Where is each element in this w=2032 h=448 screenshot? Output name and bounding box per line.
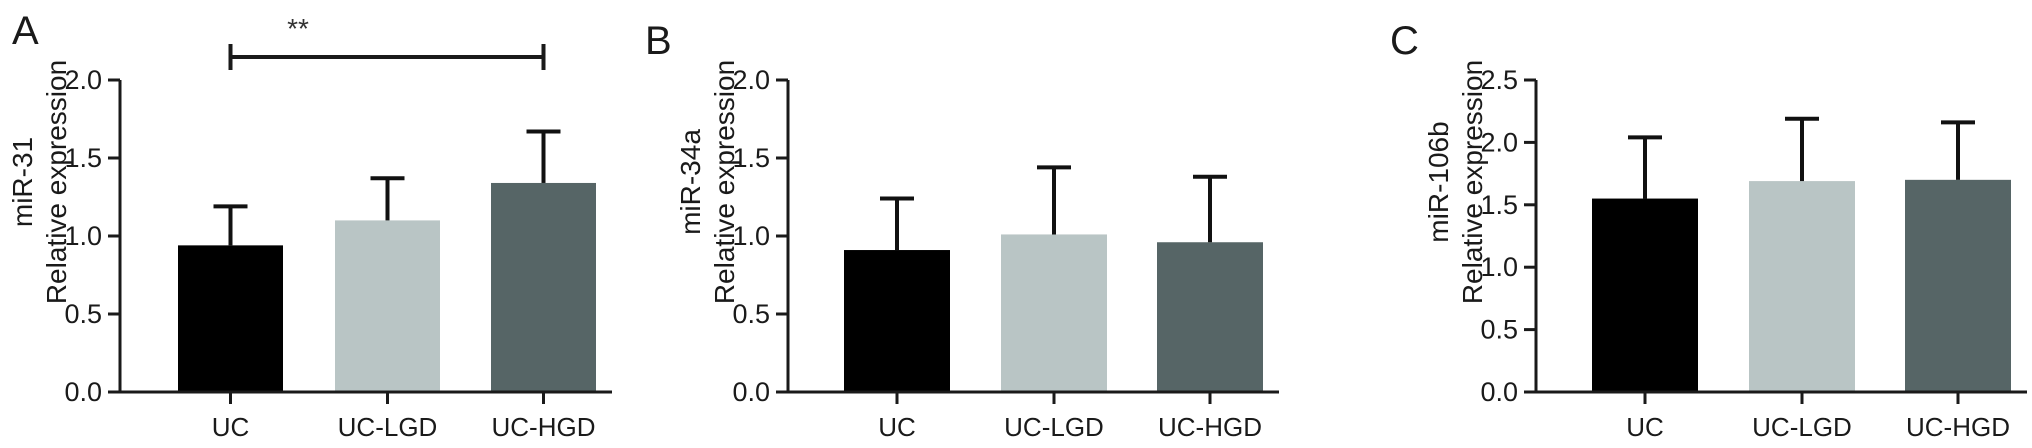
x-tick-label: UC-LGD	[1004, 412, 1104, 442]
bar-uc-lgd	[1749, 181, 1855, 392]
bar-uc-hgd	[1905, 179, 2011, 392]
axes-group: 0.0 0.5 1.0 1.5 2.0 UC UC-LGD UC-HGD	[732, 65, 1279, 442]
bar-uc	[178, 245, 283, 392]
x-tick-label: UC	[212, 412, 250, 442]
x-tick-label: UC-HGD	[492, 412, 596, 442]
chart-panel-a: A miR-31 Relative expression ** 0.0 0.5 1.…	[7, 9, 612, 442]
y-tick-label: 2.0	[732, 65, 770, 95]
y-tick-label: 1.0	[64, 221, 102, 251]
bars-group	[1592, 179, 2011, 392]
bar-uc	[1592, 198, 1698, 392]
panel-label: B	[645, 19, 672, 63]
bar-uc-lgd	[335, 220, 440, 392]
y-tick-label: 2.0	[1480, 127, 1518, 157]
y-tick-label: 1.0	[1480, 252, 1518, 282]
x-tick-label: UC-HGD	[1158, 412, 1262, 442]
y-tick-label: 2.5	[1480, 65, 1518, 95]
y-tick-label: 0.5	[1480, 315, 1518, 345]
y-tick-label: 0.5	[64, 299, 102, 329]
x-tick-label: UC-LGD	[1752, 412, 1852, 442]
y-tick-label: 1.0	[732, 221, 770, 251]
error-bars-group	[880, 165, 1227, 251]
y-tick-label: 0.0	[64, 377, 102, 407]
x-tick-label: UC-LGD	[338, 412, 438, 442]
bars-group	[178, 182, 596, 392]
y-tick-label: 1.5	[1480, 190, 1518, 220]
y-tick-label: 1.5	[64, 143, 102, 173]
bar-uc-hgd	[1157, 242, 1263, 392]
significance-group	[228, 44, 546, 70]
panel-label: C	[1390, 19, 1419, 63]
x-tick-label: UC	[878, 412, 916, 442]
axes-group: 0.0 0.5 1.0 1.5 2.0 UC UC-LGD UC-HGD	[64, 65, 612, 442]
y-axis-label-line1: miR-106b	[1423, 121, 1454, 242]
bars-group	[844, 234, 1263, 392]
y-tick-label: 0.0	[732, 377, 770, 407]
bar-uc-lgd	[1001, 234, 1107, 392]
chart-panel-c: C miR-106b Relative expression 0.0 0.5 1.0…	[1390, 19, 2027, 442]
y-tick-label: 1.5	[732, 143, 770, 173]
error-bars-group	[213, 129, 561, 246]
y-axis-label-line2: Relative expression	[41, 60, 72, 304]
y-axis-label-line2: Relative expression	[709, 60, 740, 304]
y-tick-label: 0.5	[732, 299, 770, 329]
y-axis-label-line2: Relative expression	[1457, 60, 1488, 304]
y-axis-label-line1: miR-34a	[675, 129, 706, 235]
bar-uc-hgd	[491, 182, 596, 392]
significance-label: **	[287, 13, 309, 44]
y-tick-label: 2.0	[64, 65, 102, 95]
y-axis-label-line1: miR-31	[7, 137, 38, 227]
bar-uc	[844, 250, 950, 392]
axes-group: 0.0 0.5 1.0 1.5 2.0 2.5 UC UC-LGD UC-HGD	[1480, 65, 2027, 442]
x-tick-label: UC-HGD	[1906, 412, 2010, 442]
error-bars-group	[1628, 116, 1975, 199]
x-tick-label: UC	[1626, 412, 1664, 442]
panel-label: A	[12, 9, 39, 53]
y-tick-label: 0.0	[1480, 377, 1518, 407]
chart-panel-b: B miR-34a Relative expression 0.0 0.5 1.0 1…	[645, 19, 1279, 442]
